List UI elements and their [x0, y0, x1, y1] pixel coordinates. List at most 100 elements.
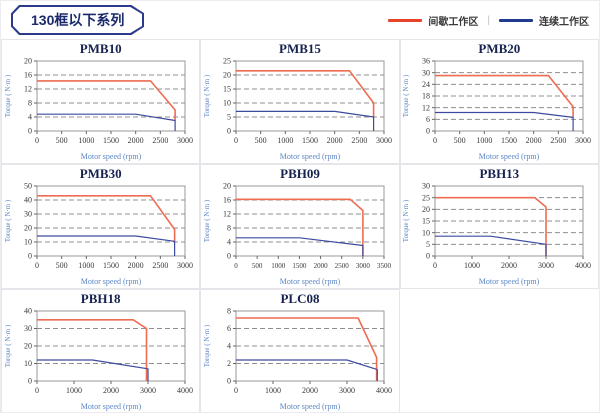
- x-tick-label: 3000: [177, 136, 193, 145]
- legend-label-continuous: 连续工作区: [539, 16, 589, 28]
- y-tick-label: 15: [223, 85, 231, 94]
- x-axis-label: Motor speed (rpm): [80, 402, 141, 411]
- y-tick-label: 30: [422, 182, 430, 191]
- chart-title: PBH18: [80, 291, 121, 306]
- x-axis-label: Motor speed (rpm): [280, 152, 341, 161]
- x-tick-label: 4000: [575, 261, 591, 270]
- y-tick-label: 6: [227, 324, 231, 333]
- y-tick-label: 24: [422, 80, 430, 89]
- x-tick-label: 3000: [356, 262, 371, 270]
- x-tick-label: 1500: [292, 262, 307, 270]
- y-axis-label: Torque ( N·m ): [203, 74, 211, 117]
- y-tick-label: 15: [422, 217, 430, 226]
- y-tick-label: 10: [24, 359, 32, 368]
- x-tick-label: 2500: [152, 136, 168, 145]
- y-tick-label: 2: [227, 359, 231, 368]
- x-tick-label: 2000: [302, 386, 318, 395]
- y-tick-label: 30: [422, 68, 430, 77]
- x-tick-label: 0: [234, 386, 238, 395]
- y-tick-label: 0: [227, 252, 231, 261]
- chart-grid: PMB10 0 4 8 12 16 20 0 500 1000 1500 2000 2500 3000 M…: [1, 39, 599, 412]
- x-tick-label: 2000: [314, 262, 329, 270]
- torque-speed-chart: 0 4 8 12 16 20 0 500 1000 1500 2000 2500 3000 3500 Mot…: [203, 182, 392, 286]
- x-axis-label: Motor speed (rpm): [80, 152, 141, 161]
- chart-title: PMB30: [79, 166, 122, 181]
- y-tick-label: 18: [422, 92, 430, 101]
- x-axis-label: Motor speed (rpm): [80, 277, 141, 286]
- y-tick-label: 16: [24, 71, 32, 80]
- x-tick-label: 0: [35, 386, 39, 395]
- x-tick-label: 1000: [464, 261, 480, 270]
- x-tick-label: 2500: [152, 261, 168, 270]
- y-tick-label: 10: [223, 99, 231, 108]
- x-tick-label: 1000: [78, 136, 94, 145]
- x-tick-label: 0: [433, 261, 437, 270]
- y-axis-label: Torque ( N·m ): [203, 199, 211, 242]
- torque-speed-chart: 0 5 10 15 20 25 30 0 1000 2000 3000 4000 Motor speed…: [402, 182, 591, 286]
- x-tick-label: 2000: [526, 136, 542, 145]
- continuous-curve: [435, 111, 575, 131]
- chart-panel-pmb15: PMB15 0 5 10 15 20 25 0 500 1000 1500 2000 2500 3000…: [200, 39, 400, 164]
- torque-speed-chart: 0 10 20 30 40 0 1000 2000 3000 4000 Motor speed (r…: [4, 307, 193, 411]
- y-tick-label: 12: [24, 85, 32, 94]
- chart-panel-pmb20: PMB20 0 6 12 18 24 30 36 0 500 1000 1500 2000 2500 30…: [399, 39, 599, 164]
- x-tick-label: 1500: [103, 261, 119, 270]
- x-tick-label: 3000: [538, 261, 554, 270]
- series-title-box: 130框以下系列: [11, 5, 144, 35]
- x-tick-label: 500: [454, 136, 466, 145]
- chart-title: PBH09: [280, 166, 320, 181]
- continuous-curve: [36, 359, 149, 381]
- x-tick-label: 4000: [376, 386, 392, 395]
- y-tick-label: 20: [24, 57, 32, 66]
- y-tick-label: 20: [223, 182, 231, 191]
- y-tick-label: 20: [223, 71, 231, 80]
- y-tick-label: 40: [24, 307, 32, 316]
- y-tick-label: 25: [223, 57, 231, 66]
- continuous-curve: [36, 113, 176, 131]
- y-tick-label: 4: [227, 238, 231, 247]
- chart-panel-pbh09: PBH09 0 4 8 12 16 20 0 500 1000 1500 2000 2500 3000 3…: [200, 164, 400, 289]
- x-axis-label: Motor speed (rpm): [280, 277, 341, 286]
- y-tick-label: 36: [422, 57, 430, 66]
- continuous-curve: [36, 235, 175, 256]
- x-tick-label: 500: [55, 261, 67, 270]
- continuous-curve: [435, 235, 547, 256]
- legend-item-intermittent: 间歇工作区: [388, 13, 478, 28]
- plot-area: [235, 185, 385, 257]
- page-title: 130框以下系列: [13, 7, 142, 33]
- x-tick-label: 500: [252, 262, 263, 270]
- legend: 间歇工作区 | 连续工作区: [388, 13, 589, 28]
- x-tick-label: 1000: [66, 386, 82, 395]
- y-tick-label: 12: [223, 210, 231, 219]
- y-tick-label: 20: [24, 224, 32, 233]
- y-tick-label: 30: [24, 210, 32, 219]
- x-tick-label: 2000: [501, 261, 517, 270]
- y-tick-label: 0: [227, 127, 231, 136]
- x-tick-label: 2000: [127, 136, 143, 145]
- x-tick-label: 0: [35, 261, 39, 270]
- intermittent-curve: [36, 319, 147, 381]
- y-tick-label: 8: [227, 224, 231, 233]
- intermittent-curve: [36, 195, 176, 242]
- x-tick-label: 2500: [335, 262, 350, 270]
- chart-panel-pbh13: PBH13 0 5 10 15 20 25 30 0 1000 2000 3000 4000 Motor…: [399, 164, 599, 289]
- y-axis-label: Torque ( N·m ): [402, 199, 410, 242]
- continuous-line-swatch: [499, 18, 533, 22]
- x-tick-label: 1000: [78, 261, 94, 270]
- torque-speed-chart: 0 4 8 12 16 20 0 500 1000 1500 2000 2500 3000 Motor s…: [4, 57, 193, 161]
- x-tick-label: 2000: [103, 386, 119, 395]
- continuous-curve: [235, 110, 375, 131]
- chart-panel-plc08: PLC08 0 2 4 6 8 0 1000 2000 3000 4000 Motor speed …: [200, 289, 400, 412]
- x-tick-label: 1000: [271, 262, 286, 270]
- plot-area: [235, 60, 385, 132]
- y-tick-label: 30: [24, 324, 32, 333]
- y-tick-label: 20: [24, 342, 32, 351]
- x-tick-label: 2500: [551, 136, 567, 145]
- x-tick-label: 2000: [327, 136, 343, 145]
- x-tick-label: 0: [234, 262, 238, 270]
- y-tick-label: 6: [426, 115, 430, 124]
- legend-label-intermittent: 间歇工作区: [428, 16, 479, 28]
- y-tick-label: 12: [422, 103, 430, 112]
- intermittent-curve: [235, 70, 375, 117]
